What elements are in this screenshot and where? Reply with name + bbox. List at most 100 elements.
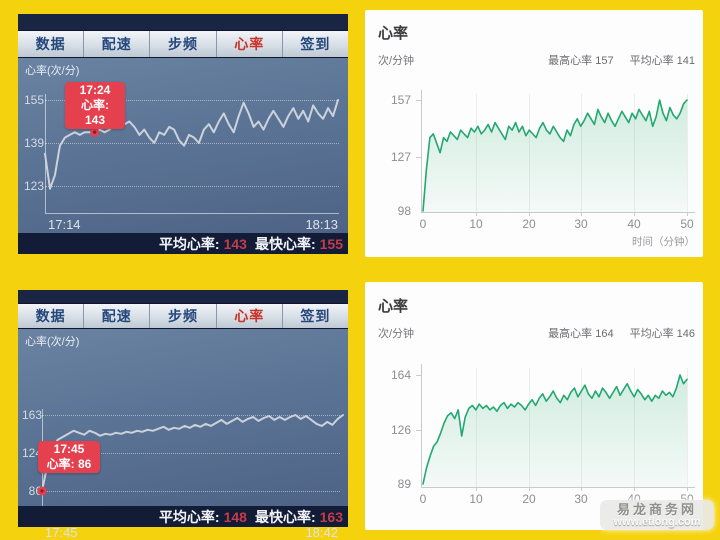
x-axis-label: 时间（分钟） (632, 236, 695, 248)
chart-title: 心率 (378, 25, 409, 42)
x-axis (421, 487, 695, 488)
tab-pace[interactable]: 配速 (83, 304, 149, 328)
x-start-time: 17:14 (48, 217, 81, 232)
avg-hr-value: 148 (223, 508, 247, 525)
y-tick: 124 (21, 446, 42, 460)
x-tick: 0 (419, 217, 427, 231)
x-tick: 30 (574, 217, 588, 231)
y-tick: 89 (397, 477, 411, 491)
x-tick: 50 (680, 217, 694, 231)
y-tick: 127 (390, 150, 411, 164)
chart-stats: 最高心率 157 平均心率 141 (548, 52, 695, 68)
avg-hr-label: 平均心率: (158, 508, 220, 525)
data-point-tooltip: 17:24 心率: 143 (65, 82, 125, 129)
chart-area: 心率(次/分) 155 139 123 17:24 心率: 143 17:14 … (18, 58, 348, 233)
y-tick: 157 (390, 93, 411, 107)
gridline (45, 100, 339, 101)
y-axis (421, 364, 422, 487)
tab-pace[interactable]: 配速 (83, 31, 149, 57)
x-start-time: 17:45 (45, 525, 78, 540)
chart-area: 心率(次/分) 163 124 86 17:45 心率: 86 17:45 18… (18, 329, 348, 540)
tooltip-value: 心率: 143 (81, 98, 109, 127)
gridline (42, 491, 340, 492)
tab-bar: 数据 配速 步频 心率 签到 (18, 30, 348, 58)
max-hr-value: 163 (319, 508, 343, 525)
heart-rate-line-chart (44, 99, 339, 190)
y-tick-mark (416, 430, 421, 431)
x-tick-mark (529, 212, 530, 216)
x-axis (421, 212, 695, 213)
x-end-time: 18:13 (305, 217, 338, 232)
tab-cadence[interactable]: 步频 (149, 31, 215, 57)
gridline (687, 368, 688, 487)
tooltip-time: 17:24 (79, 83, 111, 97)
x-tick: 20 (522, 217, 536, 231)
x-tick: 30 (574, 492, 588, 506)
y-tick: 86 (28, 484, 42, 498)
gridline (42, 415, 340, 416)
y-tick: 155 (23, 93, 44, 107)
y-tick-mark (416, 157, 421, 158)
heart-rate-line-chart (422, 374, 688, 487)
tab-checkin[interactable]: 签到 (281, 31, 348, 57)
data-point-tooltip: 17:45 心率: 86 (38, 441, 100, 473)
chart-unit-label: 心率(次/分) (25, 336, 80, 348)
max-hr-stat: 最高心率 157 (548, 55, 614, 67)
summary-bar: 平均心率: 143 最快心率: 155 (18, 233, 348, 254)
x-tick: 0 (419, 492, 427, 506)
heart-rate-line-chart (422, 99, 688, 212)
y-tick: 139 (23, 136, 44, 150)
tab-heartrate[interactable]: 心率 (215, 31, 282, 57)
chart-stats: 最高心率 164 平均心率 146 (548, 325, 695, 341)
tab-checkin[interactable]: 签到 (281, 304, 348, 328)
x-tick-mark (529, 487, 530, 491)
x-tick: 10 (469, 492, 483, 506)
max-hr-stat: 最高心率 164 (548, 328, 614, 340)
gridline (42, 453, 340, 454)
heart-rate-line-chart (37, 414, 344, 496)
tab-bar: 数据 配速 步频 心率 签到 (18, 303, 348, 329)
panel-top-strip (18, 290, 348, 303)
max-hr-value: 155 (319, 235, 343, 252)
x-tick-mark (476, 212, 477, 216)
avg-hr-label: 平均心率: (158, 235, 220, 252)
gridline (687, 94, 688, 212)
health-app-panel-top: 心率 次/分钟 最高心率 157 平均心率 141 157 127 98 0 1… (365, 10, 703, 257)
y-tick-mark (416, 375, 421, 376)
max-hr-label: 最快心率: (254, 235, 316, 252)
avg-hr-value: 143 (223, 235, 247, 252)
y-tick: 164 (390, 368, 411, 382)
x-tick-mark (476, 487, 477, 491)
tab-data[interactable]: 数据 (35, 308, 66, 324)
x-tick-mark (687, 212, 688, 216)
y-tick: 163 (21, 408, 42, 422)
x-tick: 20 (522, 492, 536, 506)
x-axis (45, 213, 339, 214)
chart-unit-label: 心率(次/分) (25, 65, 80, 77)
running-app-panel-bottom: 数据 配速 步频 心率 签到 心率(次/分) 163 124 86 17:45 … (18, 290, 348, 540)
x-tick-mark (687, 487, 688, 491)
x-tick: 10 (469, 217, 483, 231)
tooltip-time: 17:45 (53, 442, 85, 456)
summary-bar: 平均心率: 148 最快心率: 163 (18, 506, 348, 527)
tab-cadence[interactable]: 步频 (149, 304, 215, 328)
gridline (45, 186, 339, 187)
gridline (45, 143, 339, 144)
max-hr-label: 最快心率: (254, 508, 316, 525)
y-tick: 126 (390, 423, 411, 437)
tab-data[interactable]: 数据 (35, 36, 66, 52)
avg-hr-stat: 平均心率 141 (629, 55, 695, 67)
chart-unit-label: 次/分钟 (378, 55, 415, 67)
x-tick-mark (581, 212, 582, 216)
x-tick: 40 (627, 217, 641, 231)
health-app-panel-bottom: 心率 次/分钟 最高心率 164 平均心率 146 164 126 89 0 1… (365, 282, 714, 530)
chart-unit-label: 次/分钟 (378, 328, 415, 340)
x-tick-mark (634, 212, 635, 216)
running-app-panel-top: 数据 配速 步频 心率 签到 心率(次/分) 155 139 123 17:24… (18, 14, 348, 254)
site-watermark: 易龙商务网 www.etlong.com (600, 500, 714, 530)
panel-top-strip (18, 14, 348, 30)
chart-title: 心率 (378, 298, 409, 315)
watermark-site-name: 易龙商务网 (616, 501, 697, 517)
y-tick: 98 (397, 204, 411, 218)
tab-heartrate[interactable]: 心率 (215, 304, 282, 328)
